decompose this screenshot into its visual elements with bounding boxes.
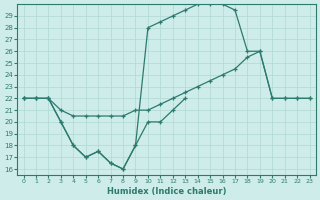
X-axis label: Humidex (Indice chaleur): Humidex (Indice chaleur) — [107, 187, 226, 196]
